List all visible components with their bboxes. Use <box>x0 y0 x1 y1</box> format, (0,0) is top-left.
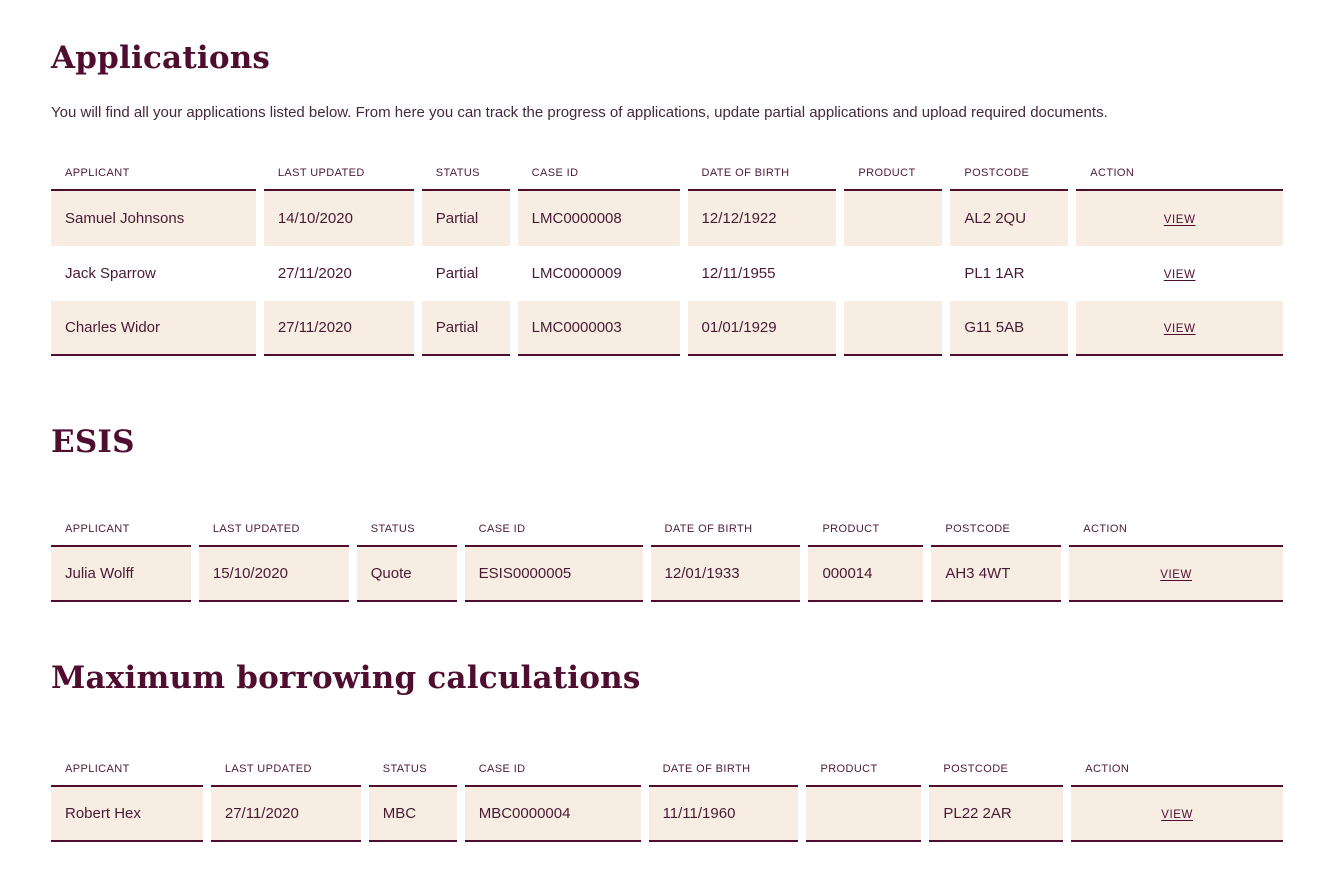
column-header-action: ACTION <box>1071 763 1283 788</box>
cell-applicant: Robert Hex <box>51 787 203 843</box>
cell-action: VIEW <box>1076 190 1283 246</box>
cell-last-updated: 15/10/2020 <box>198 546 349 602</box>
column-header-status: STATUS <box>356 523 457 547</box>
table-row: Julia Wolff 15/10/2020 Quote ESIS0000005… <box>51 546 1283 602</box>
cell-date-of-birth: 12/12/1922 <box>687 190 837 246</box>
table-row: Jack Sparrow 27/11/2020 Partial LMC00000… <box>51 246 1283 301</box>
cell-status: Partial <box>421 300 510 356</box>
cell-date-of-birth: 11/11/1960 <box>648 787 799 843</box>
cell-product <box>844 246 942 301</box>
column-header-applicant: APPLICANT <box>51 523 191 547</box>
cell-postcode: AH3 4WT <box>931 546 1062 602</box>
column-header-postcode: POSTCODE <box>931 523 1062 547</box>
view-link[interactable]: VIEW <box>1163 268 1196 281</box>
cell-postcode: AL2 2QU <box>950 190 1069 246</box>
table-header-row: APPLICANT LAST UPDATED STATUS CASE ID DA… <box>51 167 1283 191</box>
cell-last-updated: 27/11/2020 <box>263 300 414 356</box>
column-header-last-updated: LAST UPDATED <box>263 167 414 191</box>
cell-postcode: PL22 2AR <box>929 787 1064 843</box>
page-title: Applications <box>51 40 271 76</box>
cell-postcode: PL1 1AR <box>964 264 1025 282</box>
cell-applicant: Charles Widor <box>51 300 256 356</box>
cell-status: Partial <box>435 264 479 282</box>
cell-product <box>844 190 943 246</box>
cell-date-of-birth: 12/01/1933 <box>650 546 801 602</box>
cell-case-id: LMC0000009 <box>531 264 622 282</box>
cell-case-id: LMC0000003 <box>517 300 680 356</box>
cell-product: 000014 <box>808 546 924 602</box>
cell-action: VIEW <box>1076 300 1283 356</box>
column-header-action: ACTION <box>1076 167 1283 191</box>
cell-status: Partial <box>421 190 510 246</box>
applications-table: APPLICANT LAST UPDATED STATUS CASE ID DA… <box>43 167 1291 356</box>
table-header-row: APPLICANT LAST UPDATED STATUS CASE ID DA… <box>51 523 1283 547</box>
table-row: Charles Widor 27/11/2020 Partial LMC0000… <box>51 300 1283 356</box>
column-header-action: ACTION <box>1069 523 1283 547</box>
column-header-applicant: APPLICANT <box>51 167 256 191</box>
cell-applicant: Jack Sparrow <box>65 264 156 282</box>
table-row: Samuel Johnsons 14/10/2020 Partial LMC00… <box>51 190 1283 246</box>
view-link[interactable]: VIEW <box>1163 322 1196 335</box>
cell-case-id: LMC0000008 <box>517 190 680 246</box>
column-header-date-of-birth: DATE OF BIRTH <box>648 763 799 788</box>
esis-section-title: ESIS <box>51 423 135 460</box>
column-header-status: STATUS <box>368 763 457 788</box>
cell-applicant: Samuel Johnsons <box>51 190 256 246</box>
cell-product <box>844 300 943 356</box>
column-header-case-id: CASE ID <box>464 523 643 547</box>
cell-action: VIEW <box>1069 546 1283 602</box>
cell-postcode: G11 5AB <box>950 300 1069 356</box>
column-header-product: PRODUCT <box>844 167 943 191</box>
intro-text: You will find all your applications list… <box>51 104 1108 122</box>
cell-last-updated: 27/11/2020 <box>210 787 361 843</box>
cell-last-updated: 14/10/2020 <box>263 190 414 246</box>
view-link[interactable]: VIEW <box>1161 809 1194 822</box>
column-header-product: PRODUCT <box>808 523 924 547</box>
cell-status: Quote <box>356 546 457 602</box>
column-header-date-of-birth: DATE OF BIRTH <box>687 167 837 191</box>
column-header-status: STATUS <box>421 167 510 191</box>
cell-applicant: Julia Wolff <box>51 546 191 602</box>
column-header-date-of-birth: DATE OF BIRTH <box>650 523 801 547</box>
column-header-case-id: CASE ID <box>517 167 680 191</box>
view-link[interactable]: VIEW <box>1163 213 1196 226</box>
cell-date-of-birth: 01/01/1929 <box>687 300 837 356</box>
column-header-postcode: POSTCODE <box>950 167 1069 191</box>
cell-action: VIEW <box>1076 246 1283 301</box>
cell-case-id: ESIS0000005 <box>464 546 643 602</box>
esis-table: APPLICANT LAST UPDATED STATUS CASE ID DA… <box>43 523 1291 602</box>
max-borrowing-table: APPLICANT LAST UPDATED STATUS CASE ID DA… <box>43 763 1291 843</box>
column-header-last-updated: LAST UPDATED <box>210 763 361 788</box>
column-header-last-updated: LAST UPDATED <box>198 523 349 547</box>
cell-product <box>806 787 922 843</box>
table-row: Robert Hex 27/11/2020 MBC MBC0000004 11/… <box>51 787 1283 843</box>
column-header-applicant: APPLICANT <box>51 763 203 788</box>
cell-last-updated: 27/11/2020 <box>277 264 352 282</box>
column-header-postcode: POSTCODE <box>929 763 1064 788</box>
max-borrowing-section-title: Maximum borrowing calculations <box>51 659 641 696</box>
table-header-row: APPLICANT LAST UPDATED STATUS CASE ID DA… <box>51 763 1283 788</box>
column-header-case-id: CASE ID <box>464 763 641 788</box>
cell-date-of-birth: 12/11/1955 <box>701 264 776 282</box>
view-link[interactable]: VIEW <box>1160 568 1193 581</box>
cell-status: MBC <box>368 787 457 843</box>
column-header-product: PRODUCT <box>806 763 922 788</box>
cell-case-id: MBC0000004 <box>464 787 641 843</box>
cell-action: VIEW <box>1071 787 1283 843</box>
